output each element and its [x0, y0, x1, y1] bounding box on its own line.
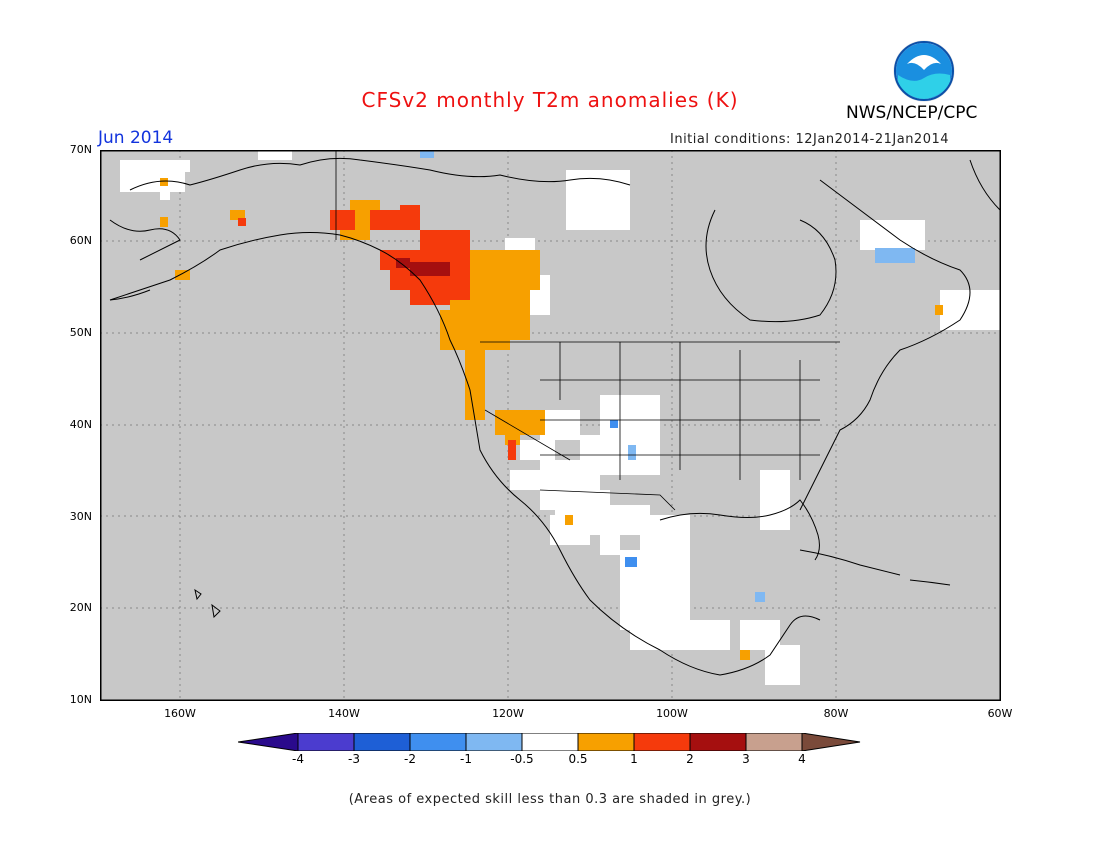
coastlines [109, 157, 1001, 676]
colorbar-label: 3 [742, 752, 750, 766]
lat-label-30n: 30N [69, 510, 92, 523]
lat-label-20n: 20N [69, 601, 92, 614]
colorbar-label: -1 [460, 752, 472, 766]
noaa-logo [893, 40, 955, 106]
map-frame [99, 149, 1002, 702]
lon-label-120w: 120W [492, 707, 524, 720]
colorbar-label: 2 [686, 752, 694, 766]
lon-label-100w: 100W [656, 707, 688, 720]
lon-label-140w: 140W [328, 707, 360, 720]
colorbar-label: 4 [798, 752, 806, 766]
political-borders [335, 150, 840, 511]
colorbar-bin [521, 732, 579, 752]
lon-label-80w: 80W [823, 707, 849, 720]
colorbar-bin [577, 732, 635, 752]
colorbar-label: -3 [348, 752, 360, 766]
anomaly-orange-areas [160, 178, 943, 660]
colorbar-bin [297, 732, 355, 752]
colorbar-arrow-high [801, 732, 861, 752]
colorbar-bin [633, 732, 691, 752]
lat-label-70n: 70N [69, 143, 92, 156]
colorbar-bin [689, 732, 747, 752]
anomaly-map [99, 149, 1002, 705]
colorbar-bin [465, 732, 523, 752]
colorbar-label: -2 [404, 752, 416, 766]
colorbar-bin [409, 732, 467, 752]
lat-label-50n: 50N [69, 326, 92, 339]
colorbar-arrow-low [237, 732, 299, 752]
lat-label-10n: 10N [69, 693, 92, 706]
agency-label: NWS/NCEP/CPC [846, 103, 978, 123]
initial-conditions: Initial conditions: 12Jan2014-21Jan2014 [670, 132, 950, 147]
lat-label-40n: 40N [69, 418, 92, 431]
anomaly-darkred-areas [396, 258, 450, 276]
colorbar-bin [353, 732, 411, 752]
colorbar-label: 0.5 [568, 752, 588, 766]
color-bar [237, 732, 862, 755]
lat-label-60n: 60N [69, 234, 92, 247]
colorbar-label: -4 [292, 752, 304, 766]
lon-label-60w: 60W [987, 707, 1013, 720]
skill-footnote: (Areas of expected skill less than 0.3 a… [348, 792, 752, 807]
map-title: CFSv2 monthly T2m anomalies (K) [361, 88, 739, 112]
colorbar-label: -0.5 [510, 752, 534, 766]
forecast-month: Jun 2014 [98, 128, 174, 148]
lon-label-160w: 160W [164, 707, 196, 720]
colorbar-bin [745, 732, 803, 752]
anomaly-blue-areas [420, 150, 915, 602]
colorbar-label: 1 [630, 752, 638, 766]
